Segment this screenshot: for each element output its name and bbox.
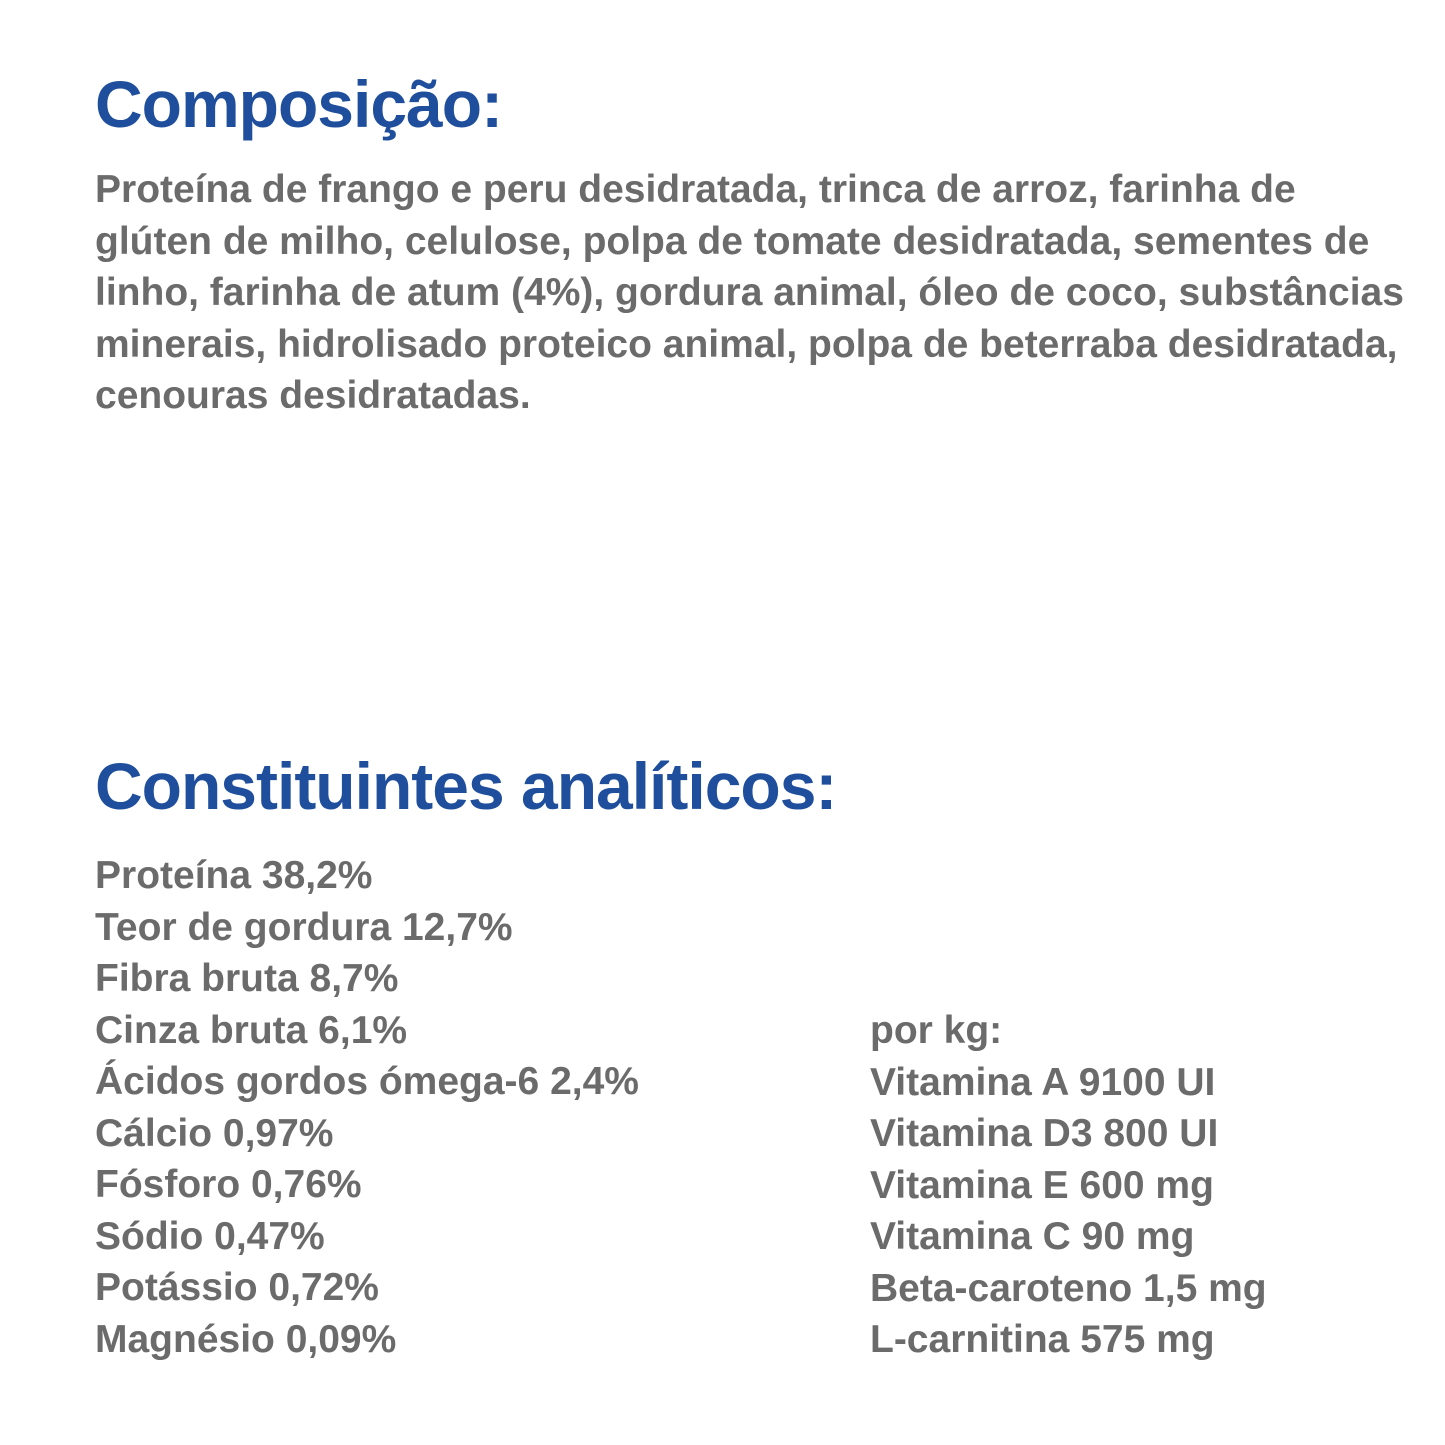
constituent-item: Cinza bruta 6,1%: [95, 1008, 408, 1052]
vitamin-item: Vitamina A 9100 UI: [870, 1060, 1216, 1104]
constituent-item: Cálcio 0,97%: [95, 1111, 334, 1155]
constituent-item: Potássio 0,72%: [95, 1266, 379, 1309]
constituent-item: Fibra bruta 8,7%: [95, 957, 399, 1000]
vitamin-item: L-carnitina 575 mg: [870, 1318, 1215, 1361]
composition-heading: Composição:: [95, 67, 503, 141]
composition-text: Proteína de frango e peru desidratada, t…: [95, 168, 1404, 417]
vitamin-item: Vitamina E 600 mg: [870, 1163, 1214, 1207]
analytical-constituents-list: Proteína 38,2% Teor de gordura 12,7% Fib…: [95, 850, 639, 1365]
vitamin-item: Vitamina D3 800 UI: [870, 1112, 1219, 1155]
constituent-item: Sódio 0,47%: [95, 1214, 325, 1258]
constituent-item: Magnésio 0,09%: [95, 1317, 397, 1361]
analytical-constituents-heading: Constituintes analíticos:: [95, 749, 837, 823]
per-kg-label: por kg:: [870, 1009, 1003, 1052]
vitamin-list: Vitamina A 9100 UI Vitamina D3 800 UI Vi…: [870, 1057, 1267, 1366]
constituent-item: Ácidos gordos ómega-6 2,4%: [95, 1060, 639, 1103]
constituent-item: Proteína 38,2%: [95, 854, 373, 897]
vitamin-item: Beta-caroteno 1,5 mg: [870, 1266, 1267, 1310]
constituent-item: Fósforo 0,76%: [95, 1163, 362, 1206]
vitamin-item: Vitamina C 90 mg: [870, 1215, 1195, 1258]
constituent-item: Teor de gordura 12,7%: [95, 905, 513, 949]
per-kg-block: por kg: Vitamina A 9100 UI Vitamina D3 8…: [870, 1005, 1267, 1366]
